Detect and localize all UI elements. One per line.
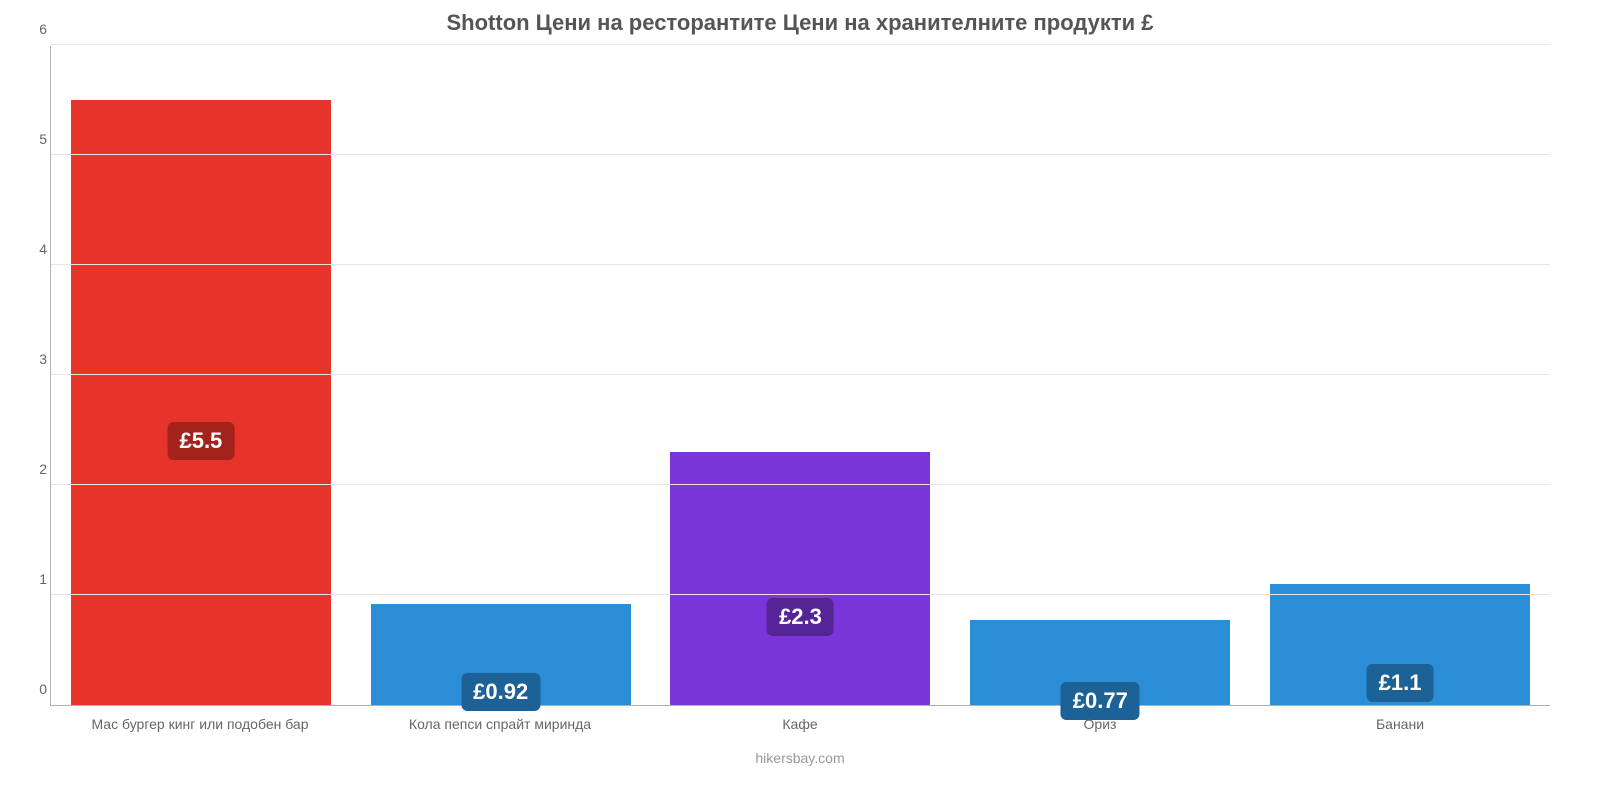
x-tick-label: Банани: [1250, 712, 1550, 732]
gridline: [51, 374, 1550, 375]
x-tick-label: Ориз: [950, 712, 1250, 732]
plot-area: £5.5£0.92£2.3£0.77£1.1 0123456: [50, 46, 1550, 706]
y-tick-label: 6: [31, 21, 47, 37]
bar-slot: £2.3: [651, 46, 951, 705]
chart-title: Shotton Цени на ресторантите Цени на хра…: [30, 10, 1570, 36]
gridline: [51, 484, 1550, 485]
gridline: [51, 44, 1550, 45]
bar: £2.3: [670, 452, 930, 705]
bar-slot: £5.5: [51, 46, 351, 705]
y-tick-label: 2: [31, 461, 47, 477]
bar-slot: £1.1: [1250, 46, 1550, 705]
bar: £0.92: [371, 604, 631, 705]
y-tick-label: 0: [31, 681, 47, 697]
x-tick-label: Мас бургер кинг или подобен бар: [50, 712, 350, 732]
price-bar-chart: Shotton Цени на ресторантите Цени на хра…: [30, 10, 1570, 790]
gridline: [51, 264, 1550, 265]
bar-value-label: £0.92: [461, 673, 540, 711]
bar-value-label: £5.5: [167, 422, 234, 460]
bar-value-label: £2.3: [767, 598, 834, 636]
x-tick-label: Кола пепси спрайт миринда: [350, 712, 650, 732]
bar: £1.1: [1270, 584, 1530, 705]
bar: £5.5: [71, 100, 331, 705]
y-tick-label: 1: [31, 571, 47, 587]
x-axis: Мас бургер кинг или подобен барКола пепс…: [50, 712, 1550, 732]
x-tick-label: Кафе: [650, 712, 950, 732]
bar-slot: £0.92: [351, 46, 651, 705]
y-tick-label: 5: [31, 131, 47, 147]
bars-container: £5.5 £0.92 £2.3 £0.77 £1.1: [51, 46, 1550, 705]
gridline: [51, 594, 1550, 595]
y-tick-label: 4: [31, 241, 47, 257]
bar: £0.77: [970, 620, 1230, 705]
attribution-text: hikersbay.com: [30, 750, 1570, 766]
y-tick-label: 3: [31, 351, 47, 367]
gridline: [51, 154, 1550, 155]
bar-value-label: £1.1: [1367, 664, 1434, 702]
bar-slot: £0.77: [950, 46, 1250, 705]
